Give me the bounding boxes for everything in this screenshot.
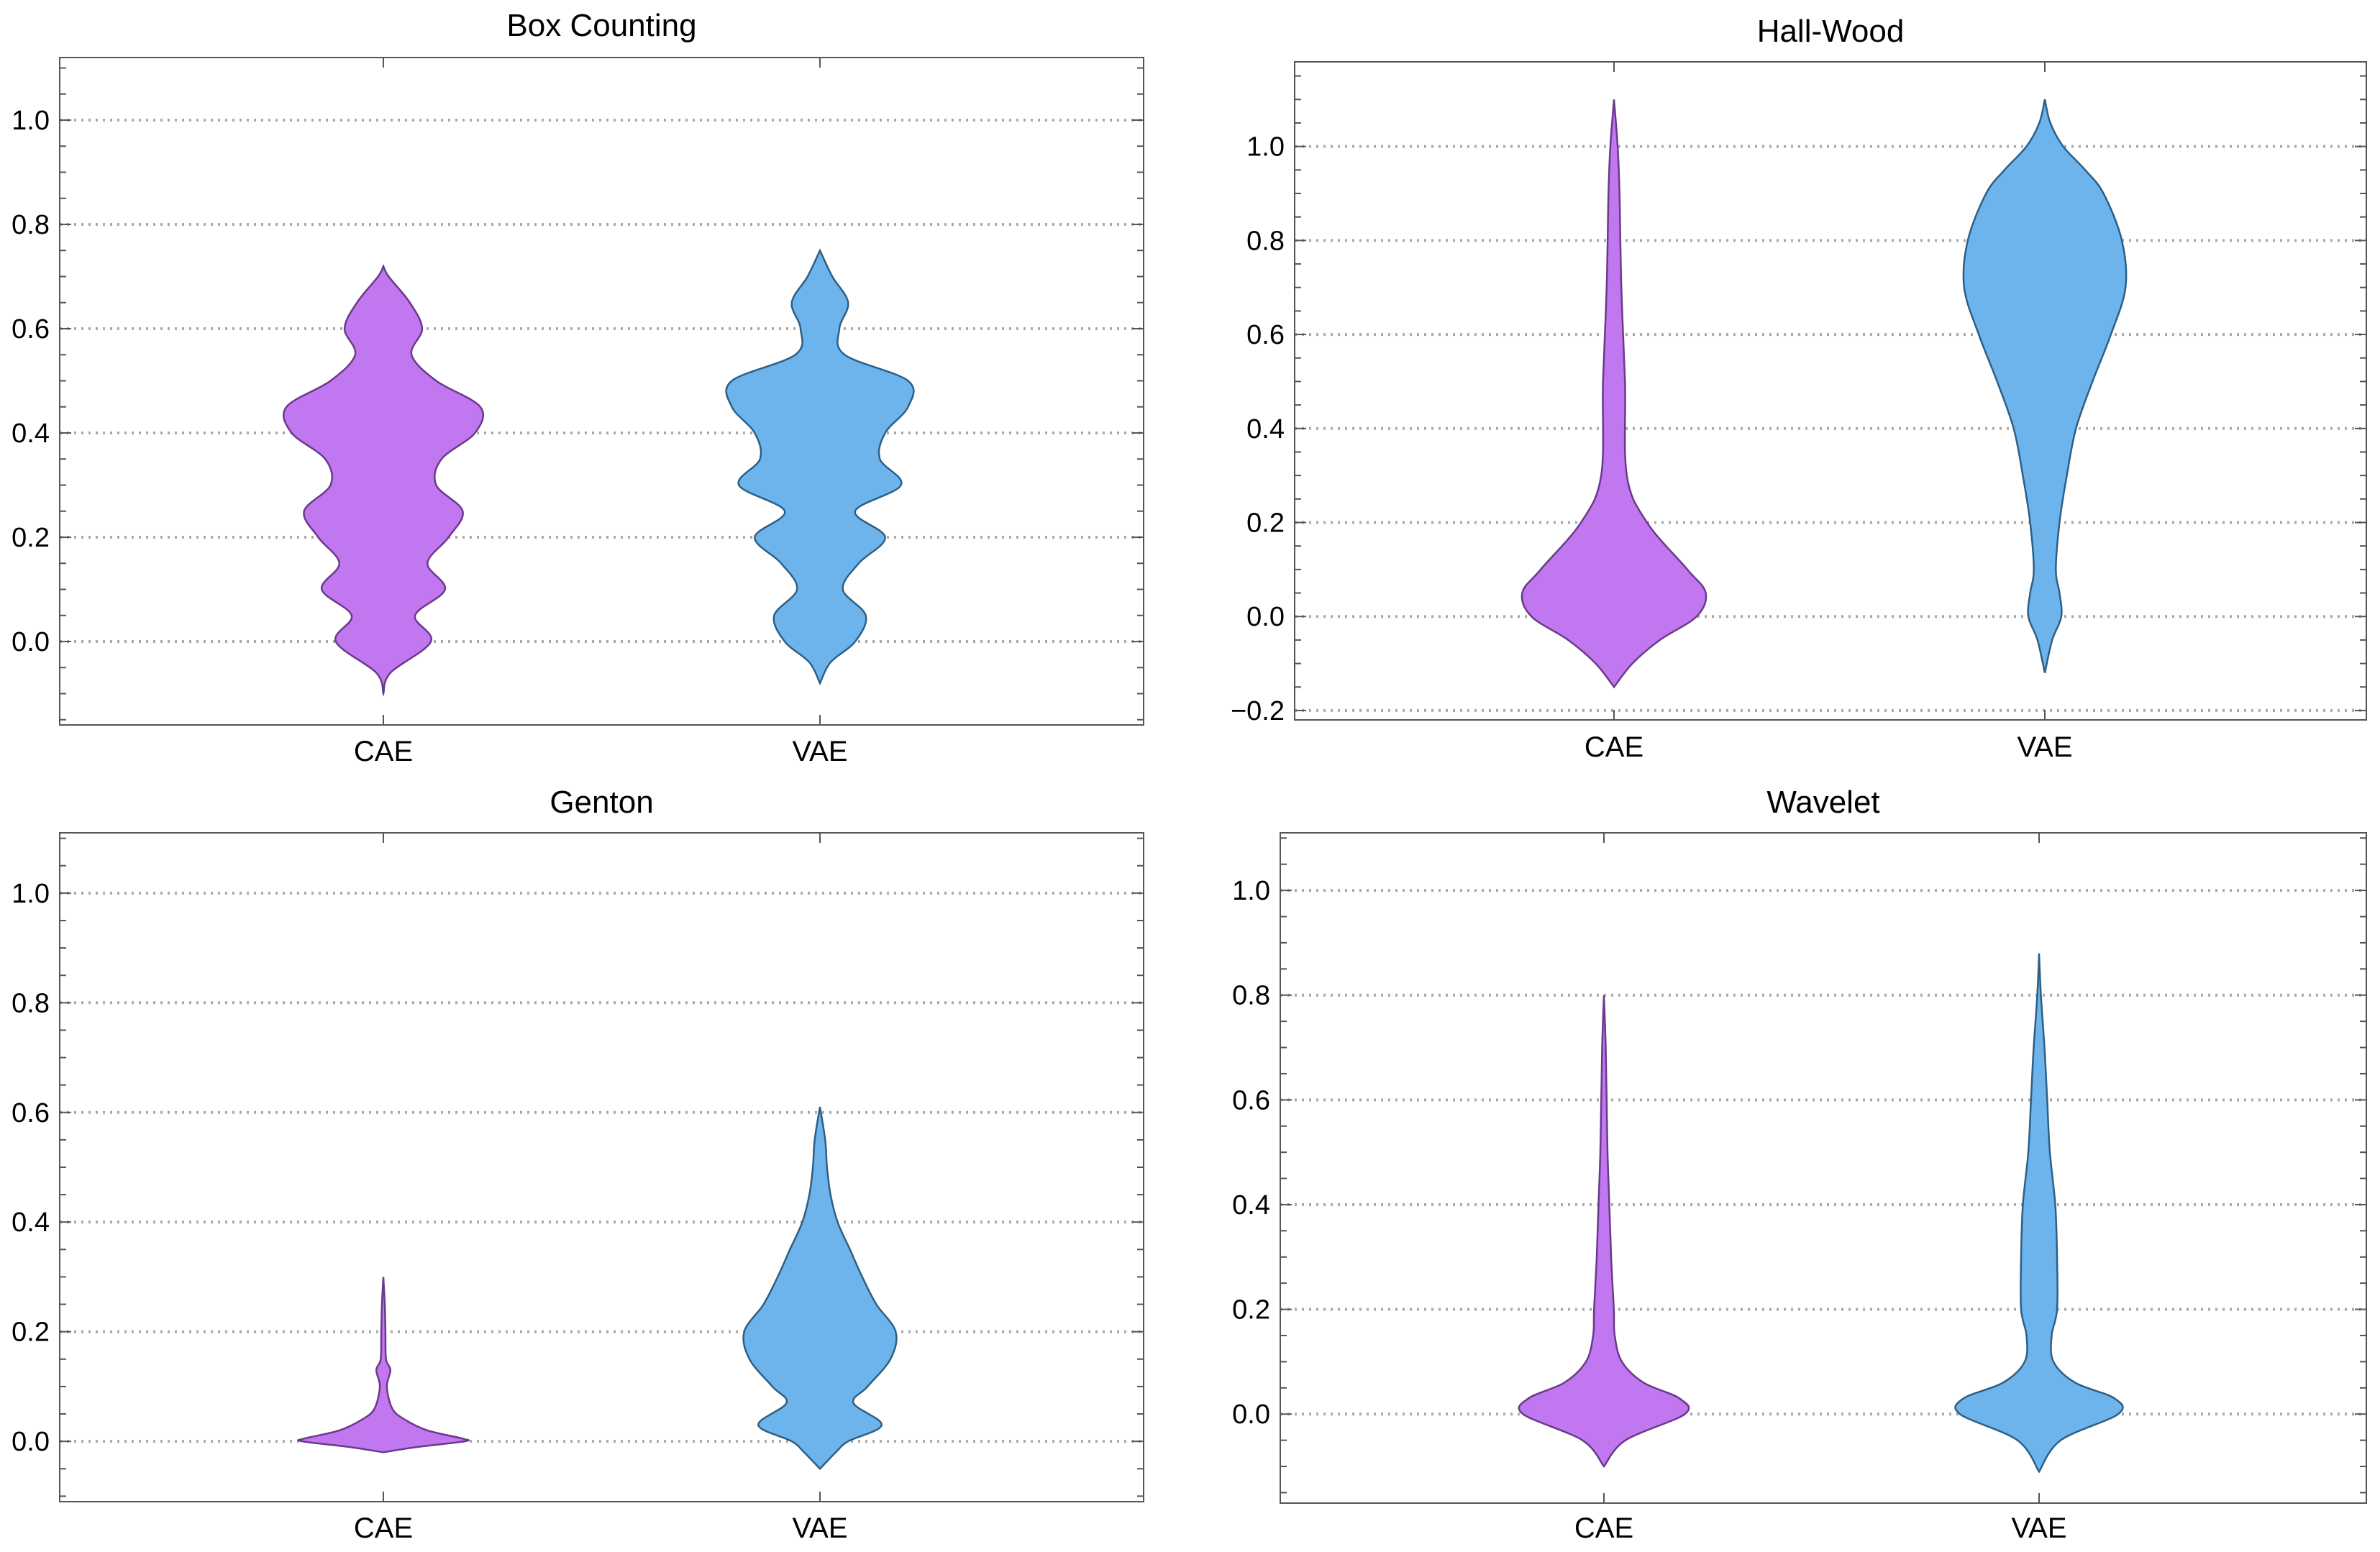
y-tick-label: 0.8 <box>1232 981 1270 1011</box>
y-tick-label: 0.8 <box>1246 226 1285 256</box>
y-tick-label: 0.2 <box>12 1318 50 1348</box>
violin-vae <box>725 248 915 685</box>
y-tick-label: 0.4 <box>1232 1190 1270 1220</box>
y-tick-label: 1.0 <box>12 879 50 909</box>
y-tick-label: 0.0 <box>12 627 50 657</box>
x-category-label: VAE <box>792 736 847 767</box>
x-category-label: CAE <box>1574 1512 1633 1544</box>
violin-vae <box>1962 99 2128 673</box>
y-tick-label: 0.2 <box>1232 1295 1270 1325</box>
y-tick-label: 0.6 <box>1246 320 1285 350</box>
violin-cae <box>1520 99 1708 689</box>
violin-vae <box>742 1106 898 1471</box>
x-category-label: VAE <box>2011 1512 2066 1544</box>
violin-cae <box>1518 995 1690 1468</box>
y-tick-label: 0.4 <box>1246 414 1285 444</box>
plot-frame <box>59 57 1144 726</box>
y-tick-label: 0.6 <box>12 1098 50 1128</box>
panel-hall-wood: −0.2 0.0 0.2 0.4 0.6 0.8 1.0 CAE VAE Hall-Wood <box>1231 14 2367 763</box>
y-tick-label: 0.8 <box>12 210 50 240</box>
y-tick-label: 0.0 <box>1232 1400 1270 1430</box>
y-tick-label: 0.8 <box>12 988 50 1018</box>
chart-title: Wavelet <box>1766 785 1879 820</box>
y-tick-label: 1.0 <box>12 106 50 136</box>
y-tick-label: 0.6 <box>12 314 50 344</box>
y-tick-label: 0.2 <box>12 523 50 553</box>
y-tick-label: 0.6 <box>1232 1085 1270 1115</box>
panel-genton: 0.0 0.2 0.4 0.6 0.8 1.0 CAE VAE Genton <box>12 785 1144 1544</box>
y-tick-label: 0.4 <box>12 419 50 449</box>
panel-wavelet: 0.0 0.2 0.4 0.6 0.8 1.0 CAE VAE Wavelet <box>1232 785 2367 1544</box>
plot-frame <box>59 832 1144 1502</box>
plot-frame <box>1294 61 2367 721</box>
y-tick-label: −0.2 <box>1231 696 1285 726</box>
x-category-label: VAE <box>792 1512 847 1544</box>
x-category-label: VAE <box>2017 731 2072 763</box>
chart-title: Box Counting <box>506 8 696 43</box>
y-tick-label: 0.0 <box>12 1427 50 1457</box>
y-tick-label: 1.0 <box>1246 132 1285 163</box>
x-category-label: CAE <box>1585 731 1643 763</box>
plot-frame <box>1280 832 2367 1504</box>
y-tick-label: 0.4 <box>12 1208 50 1238</box>
y-tick-label: 0.0 <box>1246 602 1285 632</box>
violin-cae <box>297 1277 470 1453</box>
y-tick-label: 1.0 <box>1232 876 1270 906</box>
x-category-label: CAE <box>354 1512 413 1544</box>
violin-vae <box>1954 953 2124 1474</box>
x-category-label: CAE <box>354 736 413 767</box>
violin-cae <box>283 264 484 697</box>
y-tick-label: 0.2 <box>1246 508 1285 539</box>
chart-title: Genton <box>550 785 653 820</box>
panel-box-counting: 0.0 0.2 0.4 0.6 0.8 1.0 CAE VAE Box Counting <box>12 8 1144 767</box>
chart-title: Hall-Wood <box>1757 14 1905 49</box>
